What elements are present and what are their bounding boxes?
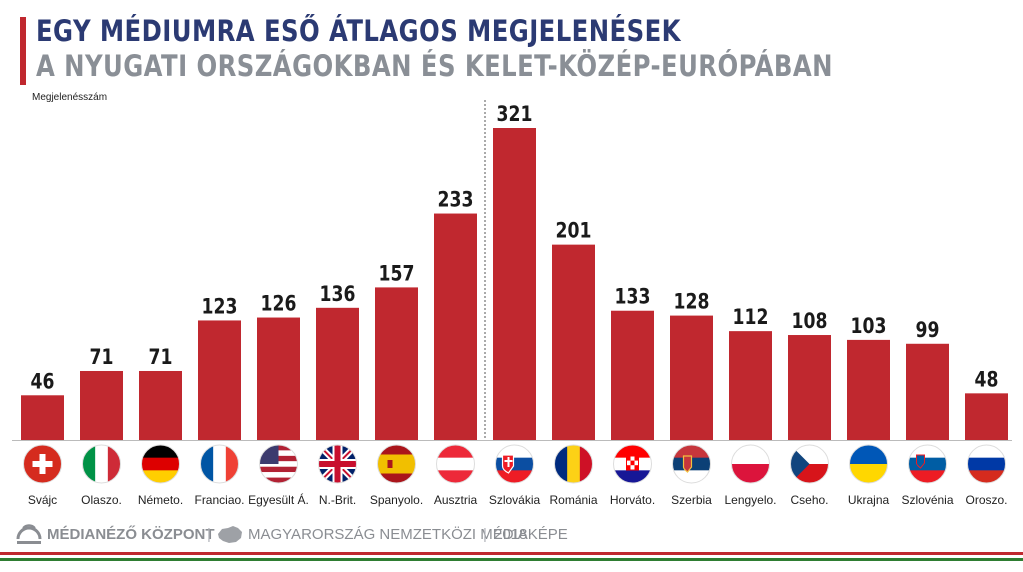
title-accent-bar <box>20 17 26 85</box>
bar <box>434 213 477 440</box>
data-label: 157 <box>379 261 415 286</box>
flag-russia-icon <box>967 445 1006 483</box>
flag-border <box>849 444 888 484</box>
category-label: Románia <box>549 493 597 507</box>
flag-italy-icon <box>82 445 121 483</box>
flag-border <box>377 444 416 484</box>
chart-title: EGY MÉDIUMRA ESŐ ÁTLAGOS MEGJELENÉSEK <box>36 14 681 48</box>
bar <box>847 339 890 440</box>
flag-border <box>436 444 475 484</box>
bar <box>729 331 772 440</box>
data-label: 71 <box>149 344 173 369</box>
bar <box>198 320 241 440</box>
footer-brand: MÉDIANÉZŐ KÖZPONT <box>47 526 215 543</box>
category-label: Cseho. <box>790 493 828 507</box>
category-label: Németo. <box>138 493 183 507</box>
flag-france-icon <box>200 445 239 483</box>
flag-border <box>967 444 1006 484</box>
footer-project: MAGYARORSZÁG NEMZETKÖZI MÉDIAKÉPE <box>248 526 568 543</box>
bar <box>139 370 182 440</box>
flag-border <box>259 444 298 484</box>
data-label: 126 <box>261 291 297 316</box>
bar <box>906 343 949 440</box>
footer-year: 2018 <box>494 526 528 543</box>
bar <box>257 317 300 440</box>
footer-white-stripe <box>0 556 1023 558</box>
bar <box>316 307 359 440</box>
flag-spain-icon <box>377 445 416 483</box>
bar <box>965 393 1008 440</box>
footer-red-stripe <box>0 552 1023 555</box>
flag-border <box>908 444 947 484</box>
flag-border <box>790 444 829 484</box>
data-label: 321 <box>497 101 533 126</box>
flag-ukraine-icon <box>849 445 888 483</box>
bar <box>493 128 536 440</box>
data-label: 136 <box>320 281 356 306</box>
flag-slovakia-icon <box>495 445 534 483</box>
flag-border <box>495 444 534 484</box>
flag-border <box>672 444 711 484</box>
data-label: 99 <box>916 317 940 342</box>
flag-slovenia-icon <box>908 445 947 483</box>
bar <box>788 335 831 440</box>
footer-separator: | <box>207 526 211 543</box>
data-label: 128 <box>674 289 710 314</box>
category-label: Egyesült Á. <box>248 492 309 507</box>
flag-border <box>141 444 180 484</box>
category-label: Szlovénia <box>901 493 953 507</box>
flag-serbia-icon <box>672 445 711 483</box>
category-label: Ausztria <box>434 493 478 507</box>
category-label: Horváto. <box>610 493 655 507</box>
data-label: 71 <box>90 344 114 369</box>
flag-border <box>318 444 357 484</box>
category-label: Szerbia <box>671 493 712 507</box>
data-label: 133 <box>615 284 651 309</box>
flag-czechia-icon <box>790 445 829 483</box>
footer-green-stripe <box>0 558 1023 561</box>
bar <box>21 395 64 440</box>
flag-border <box>23 444 62 484</box>
flag-border <box>200 444 239 484</box>
category-label: N.-Brit. <box>319 493 356 507</box>
data-label: 123 <box>202 294 238 319</box>
hungary-map-icon <box>218 526 242 543</box>
flag-germany-icon <box>141 445 180 483</box>
data-label: 103 <box>851 313 887 338</box>
bar <box>80 370 123 440</box>
bar <box>375 287 418 440</box>
data-label: 112 <box>733 304 769 329</box>
data-label: 48 <box>975 367 999 392</box>
flag-uk-icon <box>318 445 357 483</box>
bar-chart: 46 Svájc 71 Olaszo. 71 Németo. 123 Franciao. 126… <box>12 100 1012 507</box>
category-label: Lengyelo. <box>724 493 776 507</box>
footer-separator-2: | <box>483 526 487 543</box>
category-label: Szlovákia <box>489 493 541 507</box>
data-label: 46 <box>31 369 55 394</box>
flag-poland-icon <box>731 445 770 483</box>
data-label: 201 <box>556 218 592 243</box>
flag-romania-icon <box>554 445 593 483</box>
bar <box>552 244 595 440</box>
flag-border <box>613 444 652 484</box>
flag-austria-icon <box>436 445 475 483</box>
flag-croatia-icon <box>613 445 652 483</box>
data-label: 233 <box>438 187 474 212</box>
bar <box>611 310 654 440</box>
flag-border <box>82 444 121 484</box>
chart-subtitle: A NYUGATI ORSZÁGOKBAN ÉS KELET-KÖZÉP-EUR… <box>36 49 833 83</box>
category-label: Franciao. <box>194 493 244 507</box>
flag-border <box>554 444 593 484</box>
bar <box>670 315 713 440</box>
category-label: Olaszo. <box>81 493 122 507</box>
medianezo-logo-icon <box>16 524 42 544</box>
data-label: 108 <box>792 308 828 333</box>
category-label: Svájc <box>28 493 57 507</box>
category-label: Ukrajna <box>848 493 890 507</box>
category-label: Spanyolo. <box>370 493 423 507</box>
category-label: Oroszo. <box>965 493 1007 507</box>
flag-border <box>731 444 770 484</box>
y-axis-label: Megjelenésszám <box>32 92 108 103</box>
flag-switzerland-icon <box>23 445 62 483</box>
